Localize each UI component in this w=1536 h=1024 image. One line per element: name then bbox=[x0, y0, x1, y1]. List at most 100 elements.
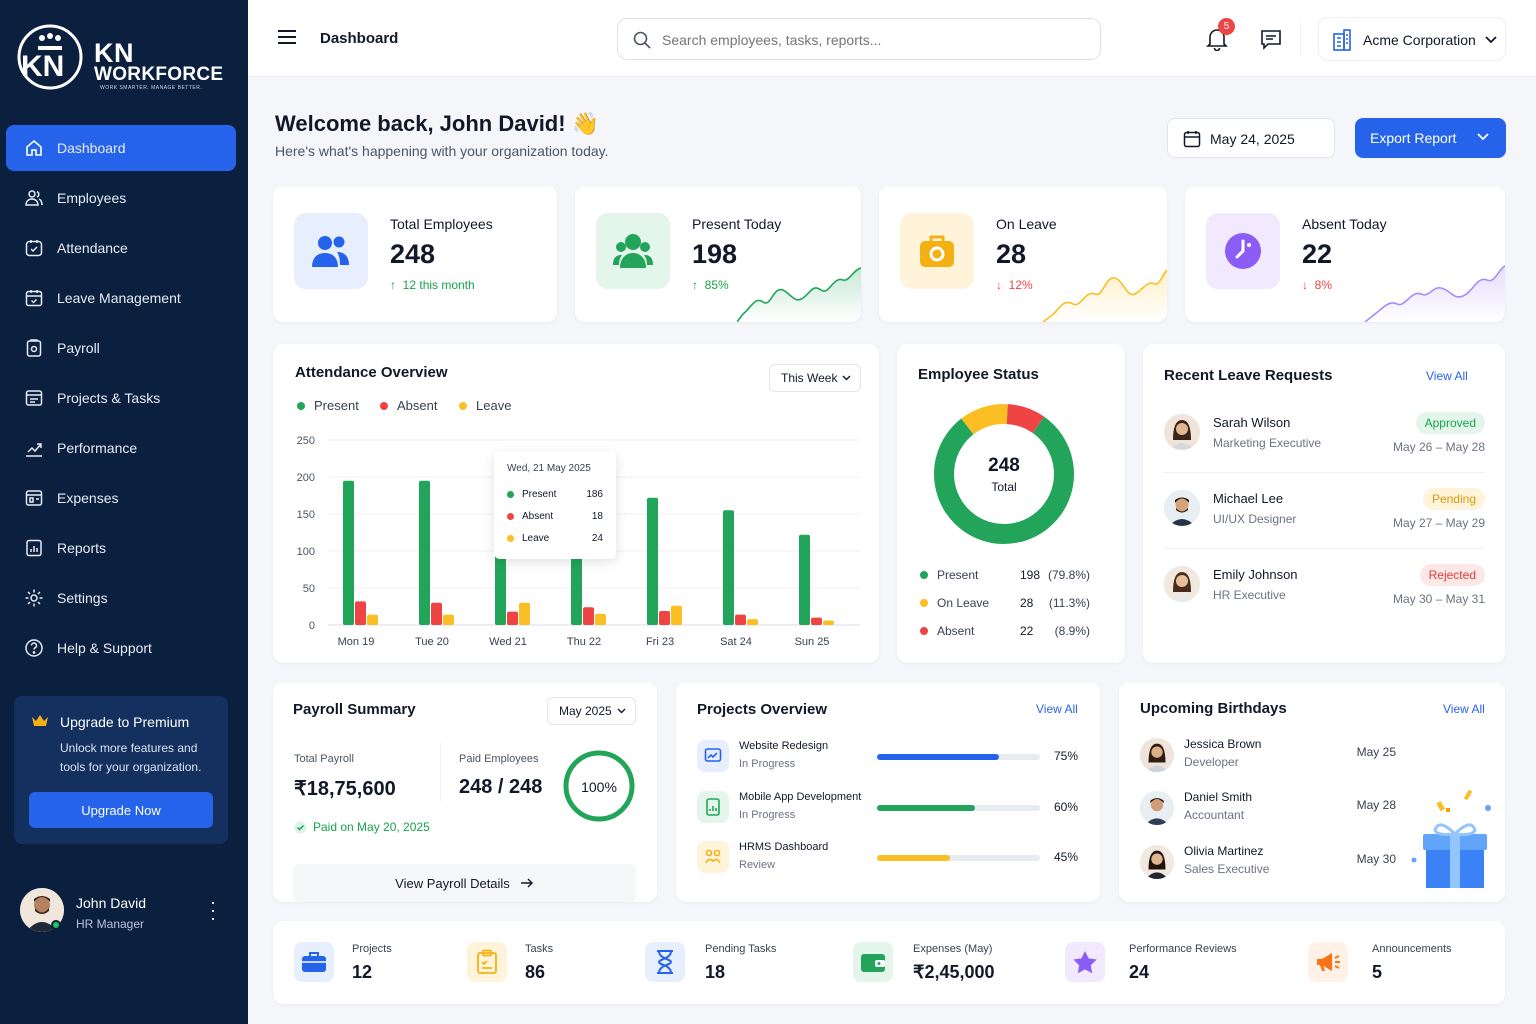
premium-description: Unlock more features and tools for your … bbox=[60, 741, 202, 774]
user-profile[interactable]: John David HR Manager · · · bbox=[20, 888, 230, 936]
metric-value: 12 bbox=[352, 962, 373, 982]
stat-card-absent-today[interactable]: Absent Today 22 ↓ 8% bbox=[1185, 186, 1505, 322]
stat-label: Present Today bbox=[692, 216, 782, 232]
projects-view-all-link[interactable]: View All bbox=[1036, 702, 1078, 716]
sidebar-item-projects-tasks[interactable]: Projects & Tasks bbox=[6, 375, 236, 421]
stat-change-text: 85% bbox=[704, 278, 729, 292]
leave-dates: May 27 – May 29 bbox=[1392, 516, 1485, 530]
project-item[interactable]: Website Redesign In Progress 75% bbox=[697, 740, 1081, 778]
legend-dot bbox=[507, 513, 514, 520]
employee-status-title: Employee Status bbox=[918, 366, 1039, 383]
clock-check-icon bbox=[25, 240, 43, 257]
date-picker[interactable]: May 24, 2025 bbox=[1167, 118, 1335, 158]
metric-label: Pending Tasks bbox=[705, 943, 777, 955]
search-input[interactable] bbox=[662, 29, 1082, 51]
hamburger-menu-icon[interactable] bbox=[278, 30, 296, 44]
legend-dot bbox=[459, 401, 467, 410]
stat-card-on-leave[interactable]: On Leave 28 ↓ 12% bbox=[879, 186, 1167, 322]
project-progress-bar bbox=[877, 754, 1040, 760]
organization-selector[interactable]: Acme Corporation bbox=[1318, 17, 1506, 61]
export-report-label: Export Report bbox=[1370, 130, 1457, 146]
leave-view-all-link[interactable]: View All bbox=[1426, 369, 1468, 383]
view-payroll-details-button[interactable]: View Payroll Details bbox=[293, 864, 636, 902]
birthday-name: Jessica Brown bbox=[1184, 737, 1262, 751]
birthday-item[interactable]: Daniel Smith Accountant May 28 bbox=[1140, 790, 1400, 830]
y-tick-label: 50 bbox=[303, 583, 315, 595]
bar-leave bbox=[595, 613, 606, 625]
leave-request-item[interactable]: Michael Lee UI/UX Designer Pending May 2… bbox=[1163, 488, 1485, 548]
leave-employee-name: Emily Johnson bbox=[1213, 567, 1298, 582]
legend-label: Present bbox=[314, 398, 359, 413]
status-row-present: Present 198 (79.8%) bbox=[920, 568, 1090, 582]
project-item[interactable]: Mobile App Development In Progress 60% bbox=[697, 791, 1081, 829]
project-name: HRMS Dashboard bbox=[739, 841, 829, 853]
employee-status-card bbox=[897, 344, 1125, 663]
svg-text:KN: KN bbox=[21, 50, 64, 83]
y-tick-label: 0 bbox=[309, 620, 315, 632]
briefcase-icon bbox=[294, 942, 334, 982]
payroll-title: Payroll Summary bbox=[293, 701, 416, 718]
bar-absent bbox=[431, 602, 442, 625]
metric-value: 5 bbox=[1372, 962, 1383, 982]
sidebar-item-leave-management[interactable]: Leave Management bbox=[6, 275, 236, 321]
week-range-dropdown[interactable]: This Week bbox=[769, 364, 861, 392]
status-row-on-leave: On Leave 28 (11.3%) bbox=[920, 596, 1090, 610]
bar-leave bbox=[671, 605, 682, 625]
legend-dot bbox=[507, 535, 514, 542]
birthday-item[interactable]: Jessica Brown Developer May 25 bbox=[1140, 737, 1400, 777]
payroll-period-value: May 2025 bbox=[559, 704, 612, 718]
leave-employee-name: Sarah Wilson bbox=[1213, 415, 1291, 430]
birthday-date: May 28 bbox=[1356, 798, 1396, 812]
arrow-right-icon bbox=[520, 878, 533, 888]
sidebar-item-reports[interactable]: Reports bbox=[6, 525, 236, 571]
legend-label: Leave bbox=[476, 398, 512, 413]
message-icon[interactable] bbox=[1260, 28, 1282, 50]
birthday-item[interactable]: Olivia Martinez Sales Executive May 30 bbox=[1140, 844, 1400, 884]
birthday-role: Sales Executive bbox=[1184, 862, 1270, 876]
sidebar-item-expenses[interactable]: Expenses bbox=[6, 475, 236, 521]
stat-card-total-employees[interactable]: Total Employees 248 ↑ 12 this month bbox=[273, 186, 557, 322]
tooltip-label: Present bbox=[522, 489, 557, 500]
search-bar[interactable] bbox=[617, 18, 1101, 60]
upgrade-now-button[interactable]: Upgrade Now bbox=[29, 792, 213, 828]
legend-present: Present bbox=[297, 398, 359, 413]
metric-value: 18 bbox=[705, 962, 726, 982]
brand-name-kn: KN bbox=[94, 38, 134, 68]
sidebar-item-employees[interactable]: Employees bbox=[6, 175, 236, 221]
sidebar-item-performance[interactable]: Performance bbox=[6, 425, 236, 471]
sidebar-item-settings[interactable]: Settings bbox=[6, 575, 236, 621]
sidebar-item-label: Help & Support bbox=[57, 640, 152, 656]
project-percent: 60% bbox=[1053, 800, 1078, 814]
sidebar-item-payroll[interactable]: Payroll bbox=[6, 325, 236, 371]
tooltip-date: Wed, 21 May 2025 bbox=[507, 463, 591, 474]
project-progress-fill bbox=[877, 805, 975, 811]
premium-card: Upgrade to Premium Unlock more features … bbox=[14, 696, 228, 844]
birthdays-title: Upcoming Birthdays bbox=[1140, 700, 1287, 717]
more-options-icon[interactable]: · · · bbox=[210, 892, 216, 928]
tooltip-value: 18 bbox=[591, 511, 603, 522]
tooltip-row-leave: Leave 24 bbox=[507, 533, 603, 544]
leave-request-item[interactable]: Emily Johnson HR Executive Rejected May … bbox=[1163, 564, 1485, 624]
project-status: In Progress bbox=[739, 758, 796, 770]
project-item[interactable]: HRMS Dashboard Review 45% bbox=[697, 841, 1081, 879]
sidebar-item-dashboard[interactable]: Dashboard bbox=[6, 125, 236, 171]
sidebar-item-help-support[interactable]: Help & Support bbox=[6, 625, 236, 671]
birthday-role: Developer bbox=[1184, 755, 1239, 769]
sidebar-item-attendance[interactable]: Attendance bbox=[6, 225, 236, 271]
project-name: Mobile App Development bbox=[739, 791, 862, 803]
brand-logo[interactable]: KN KN WORKFORCE WORK SMARTER. MANAGE BET… bbox=[14, 22, 234, 94]
page-title: Dashboard bbox=[320, 30, 399, 47]
stat-card-present-today[interactable]: Present Today 198 ↑ 85% bbox=[575, 186, 861, 322]
leave-request-item[interactable]: Sarah Wilson Marketing Executive Approve… bbox=[1163, 412, 1485, 472]
y-tick-label: 100 bbox=[297, 546, 315, 558]
status-badge: Pending bbox=[1422, 488, 1485, 510]
welcome-subtitle: Here's what's happening with your organi… bbox=[275, 143, 609, 159]
legend-dot bbox=[920, 599, 928, 607]
avatar bbox=[1140, 845, 1174, 879]
clipboard-icon bbox=[467, 942, 507, 982]
bar-absent bbox=[355, 601, 366, 625]
birthdays-view-all-link[interactable]: View All bbox=[1443, 702, 1485, 716]
payroll-period-dropdown[interactable]: May 2025 bbox=[547, 697, 636, 725]
export-report-button[interactable]: Export Report bbox=[1355, 118, 1506, 158]
sparkline-on-leave bbox=[1043, 269, 1167, 322]
